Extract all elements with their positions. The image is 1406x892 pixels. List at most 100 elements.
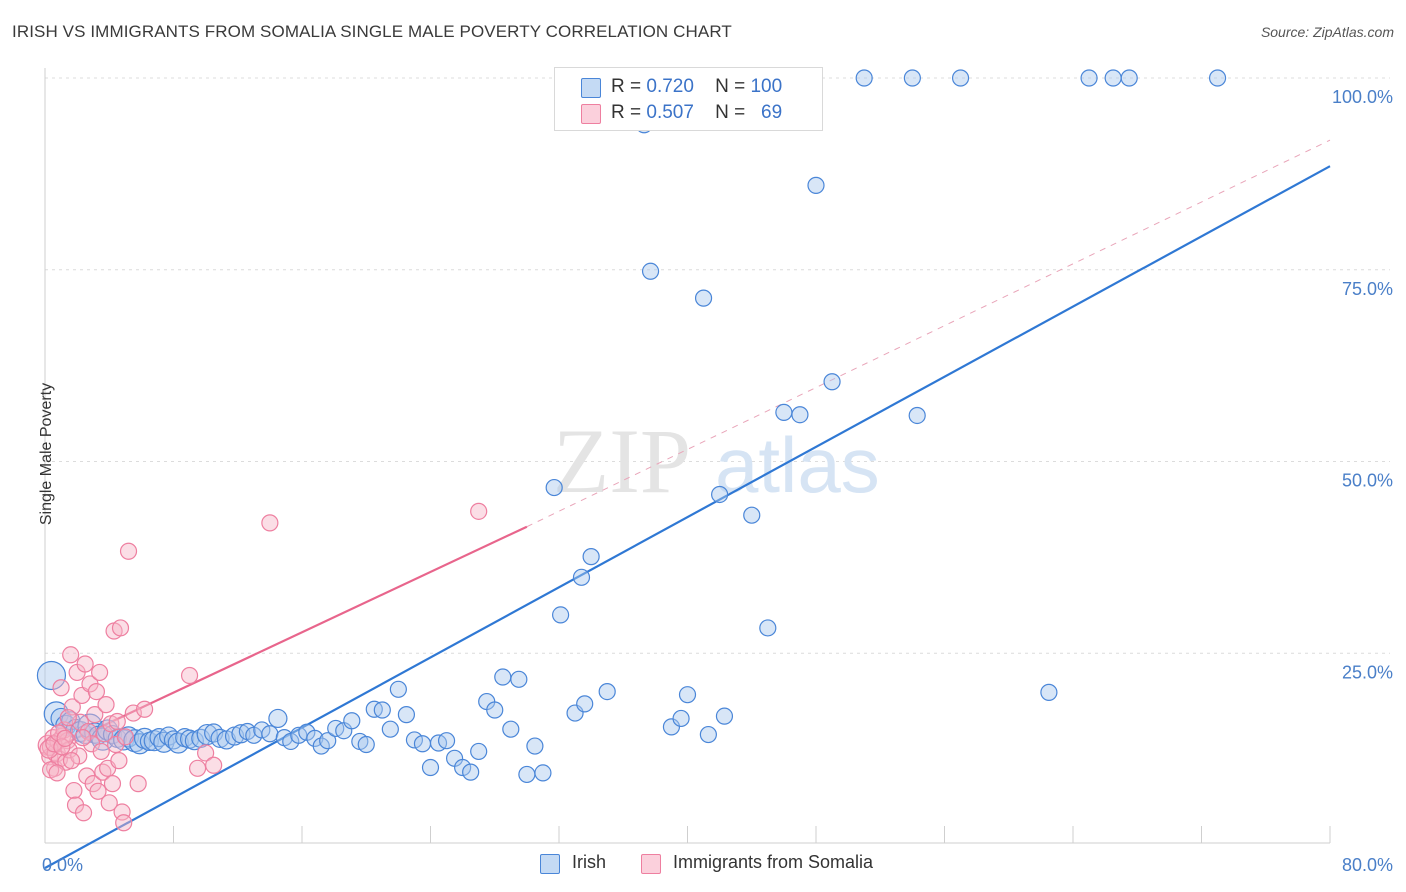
gridlines	[45, 77, 1390, 654]
point-somalia	[63, 698, 81, 716]
point-somalia	[87, 682, 106, 701]
point-irish	[494, 668, 512, 686]
y-tick-label: 25.0%	[1342, 662, 1393, 682]
point-somalia	[97, 696, 115, 714]
point-irish	[678, 686, 697, 704]
point-irish	[357, 735, 375, 754]
legend-r-label: R =	[611, 76, 642, 97]
legend-swatch-irish	[581, 78, 601, 98]
x-tick-label: 80.0%	[1342, 855, 1393, 875]
y-tick-label: 50.0%	[1342, 471, 1393, 491]
watermark-zip: ZIP	[553, 410, 691, 512]
point-somalia	[52, 679, 70, 697]
point-irish	[437, 732, 456, 750]
point-irish	[743, 506, 761, 524]
watermark-atlas: atlas	[715, 421, 880, 509]
y-tick-label: 100.0%	[1332, 87, 1393, 107]
point-irish	[381, 720, 399, 738]
point-irish	[36, 660, 67, 691]
legend-n-value: 100	[750, 76, 783, 97]
point-somalia	[92, 742, 110, 761]
point-somalia	[89, 782, 107, 800]
point-irish	[791, 406, 809, 424]
scatter-points	[36, 69, 1227, 832]
point-irish	[1120, 69, 1138, 87]
point-somalia	[100, 794, 118, 812]
point-irish	[908, 406, 926, 425]
point-somalia	[205, 756, 223, 774]
point-irish	[343, 712, 361, 730]
series-label-irish: Irish	[572, 852, 607, 872]
trend-line-irish	[44, 165, 1331, 869]
point-somalia	[65, 781, 83, 800]
point-irish	[373, 701, 391, 719]
point-irish	[518, 765, 536, 784]
point-somalia	[91, 663, 109, 682]
point-irish	[526, 737, 544, 755]
trend-extension-somalia	[526, 139, 1331, 528]
watermark: ZIP atlas	[553, 410, 880, 512]
point-irish	[641, 262, 660, 280]
y-axis-label: Single Male Poverty	[38, 382, 55, 526]
point-somalia	[261, 514, 279, 532]
point-somalia	[48, 764, 66, 782]
point-irish	[1208, 69, 1227, 87]
legend-swatch-somalia	[581, 104, 601, 124]
point-irish	[510, 670, 528, 688]
legend-r-value: 0.507	[646, 102, 694, 123]
point-irish	[775, 403, 793, 422]
series-swatch-irish	[540, 854, 560, 874]
point-irish	[552, 606, 570, 624]
point-somalia	[39, 739, 59, 759]
point-irish	[389, 680, 407, 698]
series-label-somalia: Immigrants from Somalia	[673, 852, 874, 872]
point-somalia	[74, 729, 92, 747]
point-irish	[951, 69, 970, 87]
point-somalia	[135, 700, 154, 718]
point-somalia	[115, 814, 133, 832]
point-irish	[210, 728, 230, 748]
point-irish	[1040, 683, 1058, 701]
point-irish	[1104, 69, 1122, 87]
point-somalia	[56, 729, 74, 747]
point-somalia	[95, 725, 114, 743]
point-irish	[253, 721, 271, 739]
point-irish	[534, 764, 552, 782]
legend-r-value: 0.720	[646, 76, 694, 97]
tick-labels: 100.0% 75.0% 50.0% 25.0% 0.0% 80.0%	[42, 87, 1393, 875]
point-somalia	[76, 655, 94, 673]
point-somalia	[110, 752, 128, 770]
y-tick-label: 75.0%	[1342, 279, 1393, 299]
legend-n-value: 69	[761, 102, 783, 123]
point-irish	[454, 758, 472, 777]
point-somalia	[129, 775, 147, 793]
point-somalia	[108, 712, 126, 731]
point-irish	[268, 708, 288, 729]
point-somalia	[180, 666, 199, 685]
point-irish	[413, 735, 432, 753]
point-irish	[582, 548, 600, 566]
point-irish	[261, 725, 279, 743]
point-irish	[855, 69, 873, 87]
point-irish	[421, 758, 440, 777]
point-somalia	[470, 502, 488, 520]
point-irish	[694, 289, 713, 307]
legend-n-label: N =	[715, 76, 746, 97]
point-irish	[807, 176, 825, 194]
point-irish	[405, 731, 424, 749]
point-irish	[759, 619, 777, 637]
point-irish	[1080, 69, 1098, 87]
axes	[44, 68, 1331, 844]
point-irish	[167, 732, 189, 754]
point-irish	[397, 706, 416, 724]
point-somalia	[113, 803, 131, 821]
point-irish	[576, 695, 594, 713]
point-irish	[711, 485, 729, 504]
series-irish	[36, 69, 1227, 784]
point-irish	[672, 709, 690, 728]
point-irish	[486, 701, 504, 719]
point-irish	[319, 732, 337, 750]
point-somalia	[116, 728, 134, 746]
point-irish	[598, 682, 616, 701]
